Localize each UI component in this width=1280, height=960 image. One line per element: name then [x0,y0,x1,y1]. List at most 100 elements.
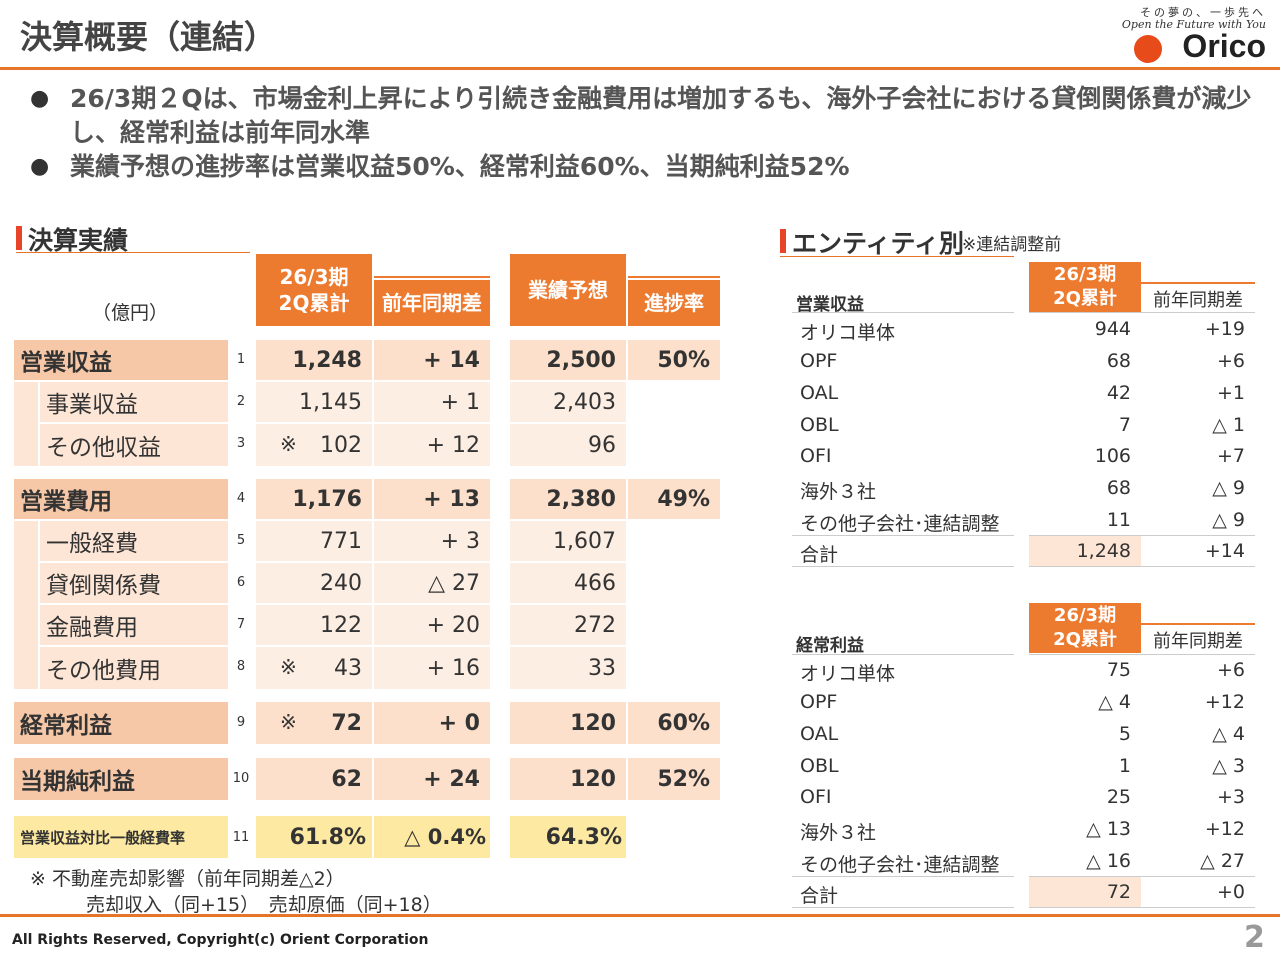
logo-name: Orico [1182,28,1266,64]
cell-forecast: 96 [510,424,626,466]
col-header-yoy: 前年同期差 [374,280,490,326]
cell-value: 771 [256,521,372,561]
entity-col-header-yoy-top [1141,262,1255,284]
row-index: 2 [236,394,246,409]
entity-name: その他子会社･連結調整 [800,854,1000,876]
cell-yoy: + 1 [374,382,490,422]
entity-value: △ 13 [1086,818,1131,840]
cell-value: 72 [256,702,372,744]
page-number: 2 [1244,920,1265,955]
entity-value: 68 [1106,350,1131,372]
row-label-operating-revenue: 営業収益 [14,340,228,380]
summary-bullet: ● 26/3期２Qは、市場金利上昇により引続き金融費用は増加するも、海外子会社にお… [30,82,1260,150]
entity-name: 海外３社 [800,822,877,844]
entity-yoy: △ 4 [1212,723,1245,745]
entity-value: 106 [1094,445,1131,467]
cell-progress: 50% [628,340,720,380]
summary-bullets: ● 26/3期２Qは、市場金利上昇により引続き金融費用は増加するも、海外子会社にお… [30,82,1260,184]
entity-value: △ 4 [1098,691,1131,713]
entity-total-name: 合計 [800,885,839,907]
entity-name: OBL [800,755,839,777]
cell-yoy: + 12 [374,424,490,466]
col-header-progress: 進捗率 [628,280,720,326]
entity-yoy: △ 1 [1212,414,1245,436]
cell-forecast: 33 [510,647,626,689]
copyright: All Rights Reserved, Copyright(c) Orient… [12,932,429,948]
entity-col-header-yoy: 前年同期差 [1153,290,1243,311]
row-index: 7 [236,617,246,632]
entity-value: 75 [1106,659,1131,681]
entity-separator [792,654,1014,655]
entity-name: OAL [800,382,839,404]
section-marker-icon [16,226,22,250]
entity-total-bg [1029,877,1141,907]
entity-separator [1029,312,1255,313]
logo-tagline: Open the Future with You [1121,18,1266,31]
row-index: 3 [236,436,246,451]
cell-yoy: + 20 [374,605,490,645]
cell-value: 240 [256,563,372,603]
cell-forecast: 2,500 [510,340,626,380]
entity-separator [1029,876,1255,877]
cell-forecast: 2,403 [510,382,626,422]
entity-name: オリコ単体 [800,322,896,344]
col-header-yoy-top [374,254,490,278]
cell-yoy: + 13 [374,479,490,519]
cell-forecast: 466 [510,563,626,603]
entity-value: △ 16 [1086,850,1131,872]
entity-separator [1029,654,1255,655]
cell-yoy: + 16 [374,647,490,689]
entity-yoy: △ 9 [1212,477,1245,499]
row-index: 11 [232,830,250,845]
cell-progress: 52% [628,758,720,800]
row-index: 10 [232,771,250,786]
summary-bullet: ● 業績予想の進捗率は営業収益50%、経常利益60%、当期純利益52% [30,150,1260,184]
entity-value: 7 [1118,414,1131,436]
entity-separator [792,312,1014,313]
entity-value: 944 [1094,318,1131,340]
group-strip [14,521,38,689]
results-section-title: 決算実績 [28,226,129,255]
section-marker-icon [780,229,786,253]
entity-col-header-period-line2: 2Q累計 [1053,288,1117,309]
entity-separator [792,876,1014,877]
entity-separator [1029,566,1255,567]
entity-separator [1029,907,1255,908]
entity-col-header-yoy-top [1141,603,1255,625]
row-label-business-revenue: 事業収益 [40,382,228,422]
bullet-dot-icon: ● [30,154,50,179]
entity-yoy: △ 3 [1212,755,1245,777]
row-label-other-expenses: その他費用 [40,647,228,689]
row-index: 4 [236,491,246,506]
entity-yoy: +6 [1216,659,1245,681]
cell-forecast: 64.3% [510,816,626,858]
row-index: 5 [236,533,246,548]
entity-yoy: +7 [1216,445,1245,467]
bullet-text: 業績予想の進捗率は営業収益50%、経常利益60%、当期純利益52% [70,152,850,181]
cell-value: 1,248 [256,340,372,380]
cell-value: 43 [256,647,372,689]
col-header-period-line2: 2Q累計 [278,291,350,315]
entity-name: OFI [800,445,832,467]
bullet-text: 26/3期２Qは、市場金利上昇により引続き金融費用は増加するも、海外子会社におけ… [70,84,1252,147]
cell-value: 62 [256,758,372,800]
note-mark: ※ [280,710,297,734]
entity-col-header-period-line2: 2Q累計 [1053,629,1117,650]
entity-name: その他子会社･連結調整 [800,513,1000,535]
entity-name: OPF [800,350,838,372]
cell-yoy: + 0 [374,702,490,744]
note-mark: ※ [280,432,297,456]
row-label-expense-ratio: 営業収益対比一般経費率 [14,816,228,858]
row-index: 9 [236,715,246,730]
row-label-ordinary-profit: 経常利益 [14,702,228,744]
cell-value: 102 [256,424,372,466]
footer-rule [0,914,1280,917]
entity-total-yoy: +14 [1204,540,1245,562]
cell-forecast: 120 [510,702,626,744]
entity-total-value: 1,248 [1076,540,1131,562]
entity-col-header-period-line1: 26/3期 [1053,605,1117,626]
row-index: 6 [236,575,246,590]
cell-value: 1,145 [256,382,372,422]
col-header-period: 26/3期 2Q累計 [256,254,372,326]
entity-yoy: +6 [1216,350,1245,372]
